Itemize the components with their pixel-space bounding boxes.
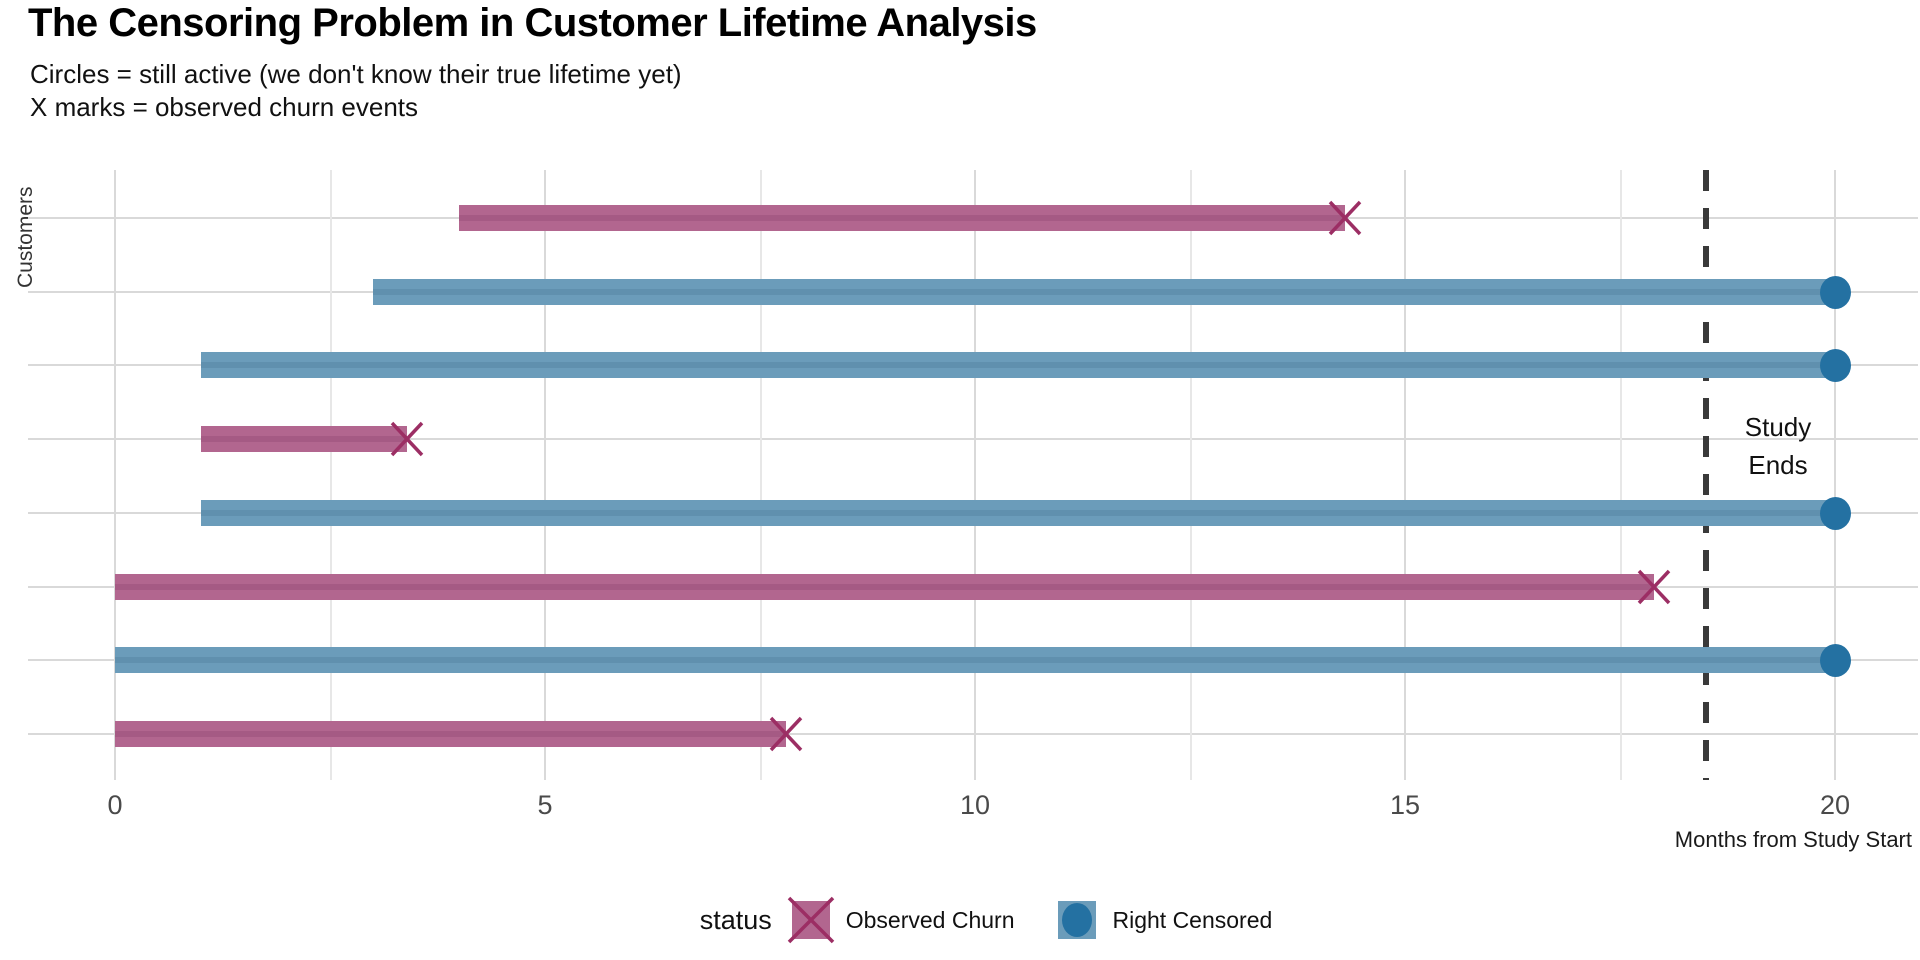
customer-lifetime-bar — [201, 426, 408, 453]
study-ends-line: Ends — [1748, 450, 1808, 480]
subtitle-line-2: X marks = observed churn events — [30, 92, 419, 122]
gridline-horizontal — [28, 438, 1918, 441]
study-end-dashed-line — [1703, 170, 1709, 780]
gridline-vertical-minor — [330, 170, 332, 780]
legend: status Observed Churn Right Censored — [0, 896, 1920, 944]
chart-title: The Censoring Problem in Customer Lifeti… — [28, 1, 1037, 45]
chart-subtitle: Circles = still active (we don't know th… — [30, 58, 682, 124]
legend-items: Observed Churn Right Censored — [787, 896, 1272, 944]
censored-circle-marker — [1820, 275, 1851, 309]
x-axis-label: Months from Study Start — [1674, 827, 1912, 852]
legend-circle-swatch-icon — [1058, 901, 1097, 939]
x-axis-tick-label: 20 — [1819, 790, 1851, 820]
legend-title: status — [699, 904, 772, 935]
study-ends-annotation: Study Ends — [1708, 408, 1848, 484]
gridline-vertical-major — [1834, 170, 1836, 780]
gridline-vertical-major — [974, 170, 976, 780]
customer-lifetime-bar — [201, 352, 1835, 379]
customer-lifetime-bar — [115, 573, 1655, 600]
legend-item-label: Observed Churn — [845, 906, 1015, 933]
legend-item-censored: Right Censored — [1058, 901, 1272, 939]
gridline-vertical-minor — [1190, 170, 1192, 780]
customer-lifetime-bar — [115, 720, 786, 747]
churn-x-marker — [1637, 569, 1671, 605]
censored-circle-marker — [1820, 349, 1851, 383]
plot-panel: Study Ends — [28, 170, 1918, 780]
gridline-horizontal — [28, 732, 1918, 735]
x-axis-tick-label: 15 — [1389, 790, 1421, 820]
gridline-vertical-major — [1404, 170, 1406, 780]
legend-item-label: Right Censored — [1112, 906, 1273, 933]
churn-x-marker — [769, 716, 803, 752]
x-axis-tick-label: 5 — [537, 790, 553, 820]
gridline-vertical-minor — [1620, 170, 1622, 780]
gridline-vertical-minor — [760, 170, 762, 780]
x-axis-tick-label: 0 — [107, 790, 123, 820]
legend-item-churn: Observed Churn — [787, 896, 1015, 944]
churn-x-marker — [390, 421, 424, 457]
censored-circle-marker — [1820, 496, 1851, 530]
legend-x-swatch-icon — [787, 896, 834, 944]
customer-lifetime-bar — [373, 278, 1835, 305]
customer-lifetime-bar — [459, 205, 1345, 231]
legend-circle-glyph — [1062, 903, 1093, 937]
churn-x-marker — [1328, 200, 1362, 236]
customer-lifetime-bar — [115, 647, 1835, 674]
censored-circle-marker — [1820, 644, 1851, 678]
gridline-vertical-major — [544, 170, 546, 780]
customer-lifetime-bar — [201, 499, 1835, 526]
gridline-vertical-major — [114, 170, 116, 780]
subtitle-line-1: Circles = still active (we don't know th… — [30, 59, 682, 89]
study-ends-line: Study — [1744, 412, 1812, 442]
x-axis-tick-label: 10 — [959, 790, 991, 820]
